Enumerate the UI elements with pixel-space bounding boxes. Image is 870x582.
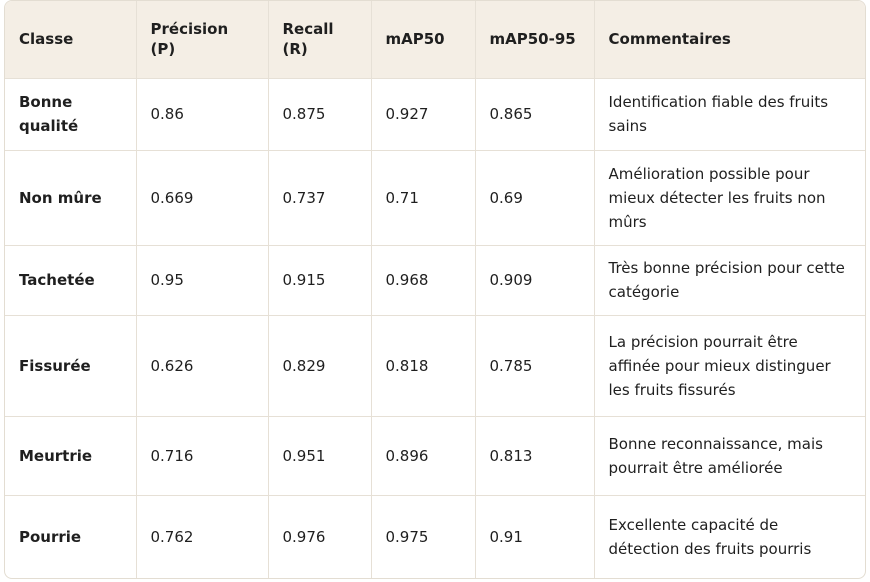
- table-row: Meurtrie 0.716 0.951 0.896 0.813 Bonne r…: [5, 415, 865, 495]
- cell-recall: 0.951: [267, 415, 371, 495]
- cell-map50: 0.896: [370, 415, 475, 495]
- cell-recall: 0.915: [267, 244, 371, 315]
- cell-classe: Non mûre: [5, 149, 136, 245]
- cell-recall: 0.829: [267, 314, 371, 416]
- metrics-table: Classe Précision (P) Recall (R) mAP50 mA…: [5, 1, 865, 578]
- cell-precision: 0.626: [135, 314, 268, 416]
- header-commentaires: Commentaires: [593, 1, 865, 78]
- header-recall: Recall (R): [267, 1, 371, 78]
- cell-map50-95: 0.909: [474, 244, 594, 315]
- cell-commentaire: Très bonne précision pour cette catégori…: [593, 244, 865, 315]
- cell-map50-95: 0.813: [474, 415, 594, 495]
- cell-commentaire: La précision pourrait être affinée pour …: [593, 314, 865, 416]
- cell-precision: 0.86: [135, 77, 268, 150]
- cell-precision: 0.716: [135, 415, 268, 495]
- cell-map50-95: 0.785: [474, 314, 594, 416]
- table-row: Non mûre 0.669 0.737 0.71 0.69 Améliorat…: [5, 149, 865, 245]
- header-precision: Précision (P): [135, 1, 268, 78]
- metrics-table-container: Classe Précision (P) Recall (R) mAP50 mA…: [4, 0, 866, 579]
- cell-commentaire: Identification fiable des fruits sains: [593, 77, 865, 150]
- cell-map50: 0.927: [370, 77, 475, 150]
- cell-classe: Meurtrie: [5, 415, 136, 495]
- cell-classe: Fissurée: [5, 314, 136, 416]
- header-map50: mAP50: [370, 1, 475, 78]
- header-classe: Classe: [19, 30, 74, 49]
- cell-map50-95: 0.91: [474, 494, 594, 578]
- cell-classe: Pourrie: [5, 494, 136, 578]
- cell-map50: 0.71: [370, 149, 475, 245]
- cell-map50: 0.968: [370, 244, 475, 315]
- cell-commentaire: Amélioration possible pour mieux détecte…: [593, 149, 865, 245]
- header-map50-95: mAP50-95: [474, 1, 594, 78]
- cell-precision: 0.95: [135, 244, 268, 315]
- table-row: Tachetée 0.95 0.915 0.968 0.909 Très bon…: [5, 244, 865, 315]
- cell-classe: Bonne qualité: [5, 77, 136, 150]
- table-header-row: Classe Précision (P) Recall (R) mAP50 mA…: [5, 1, 865, 78]
- table-row: Bonne qualité 0.86 0.875 0.927 0.865 Ide…: [5, 77, 865, 150]
- cell-recall: 0.737: [267, 149, 371, 245]
- cell-commentaire: Excellente capacité de détection des fru…: [593, 494, 865, 578]
- table-row: Fissurée 0.626 0.829 0.818 0.785 La préc…: [5, 314, 865, 416]
- cell-map50-95: 0.865: [474, 77, 594, 150]
- table-row: Pourrie 0.762 0.976 0.975 0.91 Excellent…: [5, 494, 865, 578]
- cell-map50-95: 0.69: [474, 149, 594, 245]
- cell-map50: 0.975: [370, 494, 475, 578]
- cell-recall: 0.875: [267, 77, 371, 150]
- cell-precision: 0.762: [135, 494, 268, 578]
- cell-map50: 0.818: [370, 314, 475, 416]
- cell-precision: 0.669: [135, 149, 268, 245]
- cell-classe: Tachetée: [5, 244, 136, 315]
- cell-recall: 0.976: [267, 494, 371, 578]
- cell-commentaire: Bonne reconnaissance, mais pourrait être…: [593, 415, 865, 495]
